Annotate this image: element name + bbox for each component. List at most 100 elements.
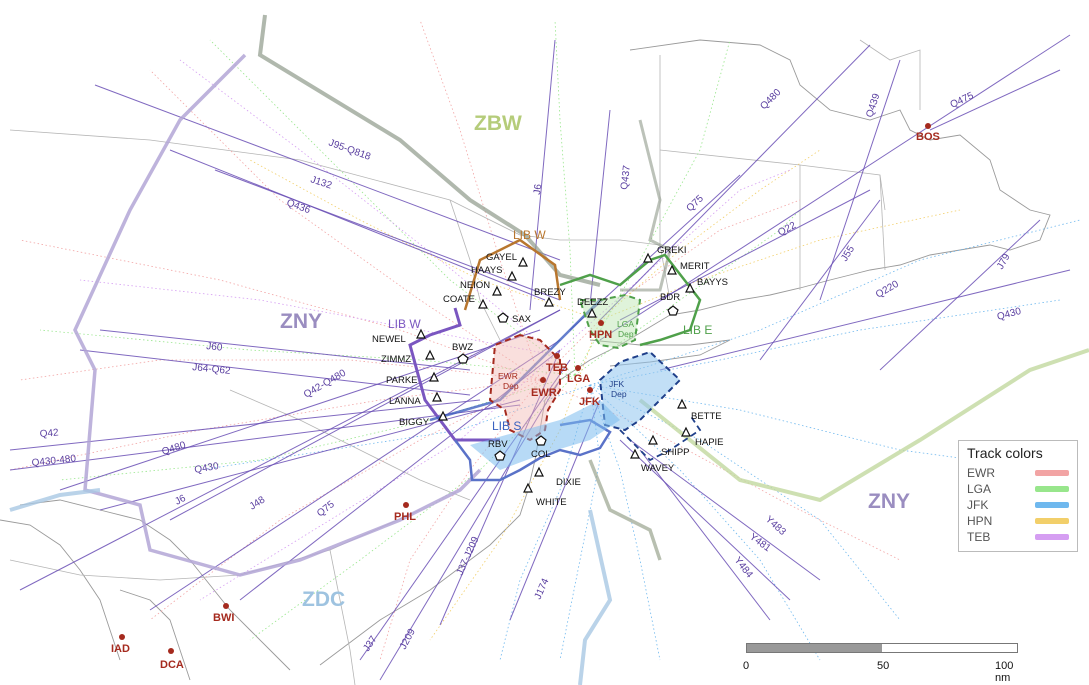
center-labels: ZBW ZNY ZNY ZDC xyxy=(280,112,910,611)
scale-bar-track xyxy=(746,643,1018,653)
fix-zimmz: ZIMMZ xyxy=(381,349,435,365)
route-label: Q437 xyxy=(619,164,633,190)
svg-text:COATE: COATE xyxy=(443,294,475,305)
scale-tick-100: 100 nm xyxy=(995,660,1014,684)
airport-hpn: HPN xyxy=(589,320,612,341)
dep-label-ewr-1: EWR xyxy=(498,371,518,381)
svg-text:HAPIE: HAPIE xyxy=(695,437,724,448)
legend-label: HPN xyxy=(967,514,993,528)
route-label: Q42 xyxy=(39,427,59,440)
svg-text:DEEZZ: DEEZZ xyxy=(577,297,608,308)
airport-dca: DCA xyxy=(160,648,184,671)
legend-label: EWR xyxy=(967,466,995,480)
airport-jfk: JFK xyxy=(579,387,600,408)
fix-col: COL xyxy=(531,435,551,460)
svg-text:HAAYS: HAAYS xyxy=(471,265,503,276)
fix-lanna: LANNA xyxy=(389,391,442,407)
routes xyxy=(9,34,1071,681)
zdc-boundary xyxy=(9,488,101,512)
center-label-zny-west: ZNY xyxy=(280,310,322,333)
svg-text:ZIMMZ: ZIMMZ xyxy=(381,354,411,365)
scale-tick-50: 50 xyxy=(877,660,890,672)
svg-text:IAD: IAD xyxy=(111,643,130,655)
svg-text:COL: COL xyxy=(531,449,551,460)
route-label: Q430-480 xyxy=(31,453,77,469)
zny-inner-boundary xyxy=(588,459,662,561)
route-label: J64-Q62 xyxy=(192,362,232,377)
legend-label: TEB xyxy=(967,530,991,544)
svg-text:WAVEY: WAVEY xyxy=(641,463,675,474)
center-boundaries xyxy=(9,14,1089,685)
fix-bayys: BAYYS xyxy=(685,277,728,293)
fix-dixie: DIXIE xyxy=(534,466,581,488)
scale-bar: 0 50 100 nm xyxy=(740,640,1030,684)
svg-text:BAYYS: BAYYS xyxy=(697,277,728,288)
fix-parke: PARKE xyxy=(386,371,439,386)
fix-newel: NEWEL xyxy=(372,328,426,345)
scale-tick-0: 0 xyxy=(743,660,750,672)
zdc-boundary-south xyxy=(578,509,613,685)
svg-text:JFK: JFK xyxy=(579,396,600,408)
route-label: J60 xyxy=(206,341,224,354)
legend-swatch xyxy=(1035,534,1069,540)
fix-neion: NEION xyxy=(460,280,502,296)
route-label: Q430 xyxy=(194,461,220,476)
legend-label: LGA xyxy=(967,482,992,496)
svg-text:LANNA: LANNA xyxy=(389,396,421,407)
svg-text:SHIPP: SHIPP xyxy=(661,447,690,458)
fix-merit: MERIT xyxy=(667,261,710,275)
fix-white: WHITE xyxy=(523,482,567,508)
svg-text:GAYEL: GAYEL xyxy=(486,252,517,263)
svg-text:DIXIE: DIXIE xyxy=(556,477,581,488)
fix-deezz: DEEZZ xyxy=(577,297,608,318)
dep-label-jfk-1: JFK xyxy=(609,379,624,389)
lib-e-boundary xyxy=(559,253,702,347)
region-label-lib-s: LIB S xyxy=(492,419,521,433)
fix-coate: COATE xyxy=(443,294,488,309)
fix-greki: GREKI xyxy=(643,245,687,263)
region-label-lib-e: LIB E xyxy=(683,323,712,337)
zbw-boundary xyxy=(257,14,601,287)
lga-dep-boundary xyxy=(578,293,642,350)
fix-rbv: RBV xyxy=(488,439,508,461)
svg-text:SAX: SAX xyxy=(512,314,532,325)
svg-text:GREKI: GREKI xyxy=(657,245,687,256)
fix-wavey: WAVEY xyxy=(630,448,675,474)
departure-labels: EWR Dep LGA Dep JFK Dep xyxy=(498,319,634,399)
svg-text:PHL: PHL xyxy=(394,511,416,523)
fix-bwz: BWZ xyxy=(452,342,473,364)
svg-text:RBV: RBV xyxy=(488,439,508,450)
track-color-legend: Track colors EWR LGA JFK HPN TEB xyxy=(958,440,1078,552)
region-label-lib-w-north: LIB W xyxy=(513,228,546,242)
fix-haays: HAAYS xyxy=(471,265,517,281)
dep-label-jfk-2: Dep xyxy=(611,389,627,399)
dep-label-lga-1: LGA xyxy=(617,319,634,329)
dep-label-lga-2: Dep xyxy=(618,329,634,339)
fix-brezy: BREZY xyxy=(534,287,566,307)
legend-swatch xyxy=(1035,470,1069,476)
svg-text:DCA: DCA xyxy=(160,659,184,671)
svg-text:BETTE: BETTE xyxy=(691,411,722,422)
legend-swatch xyxy=(1035,502,1069,508)
svg-text:BIGGY: BIGGY xyxy=(399,417,430,428)
legend-item-hpn: HPN xyxy=(967,513,1069,529)
legend-swatch xyxy=(1035,486,1069,492)
fix-hapie: HAPIE xyxy=(681,426,724,448)
legend-label: JFK xyxy=(967,498,989,512)
hpn-tracks xyxy=(249,149,961,641)
teb-tracks xyxy=(79,59,791,601)
fix-bdr: BDR xyxy=(660,292,680,316)
svg-text:LGA: LGA xyxy=(567,373,590,385)
legend-item-ewr: EWR xyxy=(967,465,1069,481)
legend-swatch xyxy=(1035,518,1069,524)
jfk-dep-outer xyxy=(619,414,702,462)
center-label-zny-east: ZNY xyxy=(868,490,910,513)
legend-title: Track colors xyxy=(967,445,1043,461)
svg-text:NEION: NEION xyxy=(460,280,490,291)
svg-text:HPN: HPN xyxy=(589,329,612,341)
scale-bar-fill xyxy=(747,644,882,652)
jfk-dep-boundary xyxy=(598,350,682,432)
lib-s-main-boundary xyxy=(429,299,601,422)
blue-shading xyxy=(470,400,620,470)
